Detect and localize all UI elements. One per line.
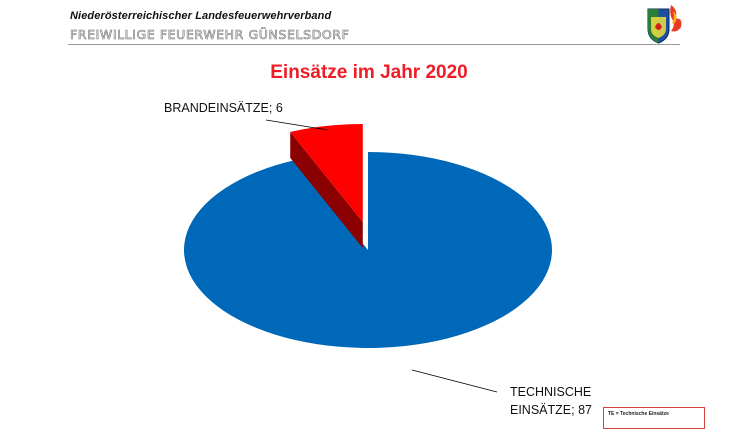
technische-leader-line	[411, 369, 498, 393]
pie-wall-brandeins-tze-0	[290, 131, 363, 248]
department-name: Freiwillige Feuerwehr Günselsdorf	[70, 27, 350, 43]
pie-slice-technische-eins-tze	[183, 152, 552, 348]
header-divider	[68, 44, 680, 45]
slice-label-technische-line2: EINSÄTZE; 87	[510, 403, 592, 417]
slice-label-technische-line1: TECHNISCHE	[510, 385, 591, 399]
page-header: Niederösterreichischer Landesfeuerwehrve…	[0, 0, 750, 48]
abbreviation-note-text: TE = Technische Einsätze	[608, 411, 669, 417]
abbreviation-note: TE = Technische Einsätze	[603, 407, 705, 429]
slice-label-brandeinsaetze: BRANDEINSÄTZE; 6	[164, 101, 283, 115]
organization-name: Niederösterreichischer Landesfeuerwehrve…	[70, 10, 332, 22]
pie-slice-brandeins-tze	[290, 123, 363, 222]
brand-leader-line	[265, 119, 329, 131]
fire-brigade-logo-icon	[647, 5, 682, 44]
chart-title: Einsätze im Jahr 2020	[270, 62, 468, 83]
pie-slices	[183, 123, 552, 348]
